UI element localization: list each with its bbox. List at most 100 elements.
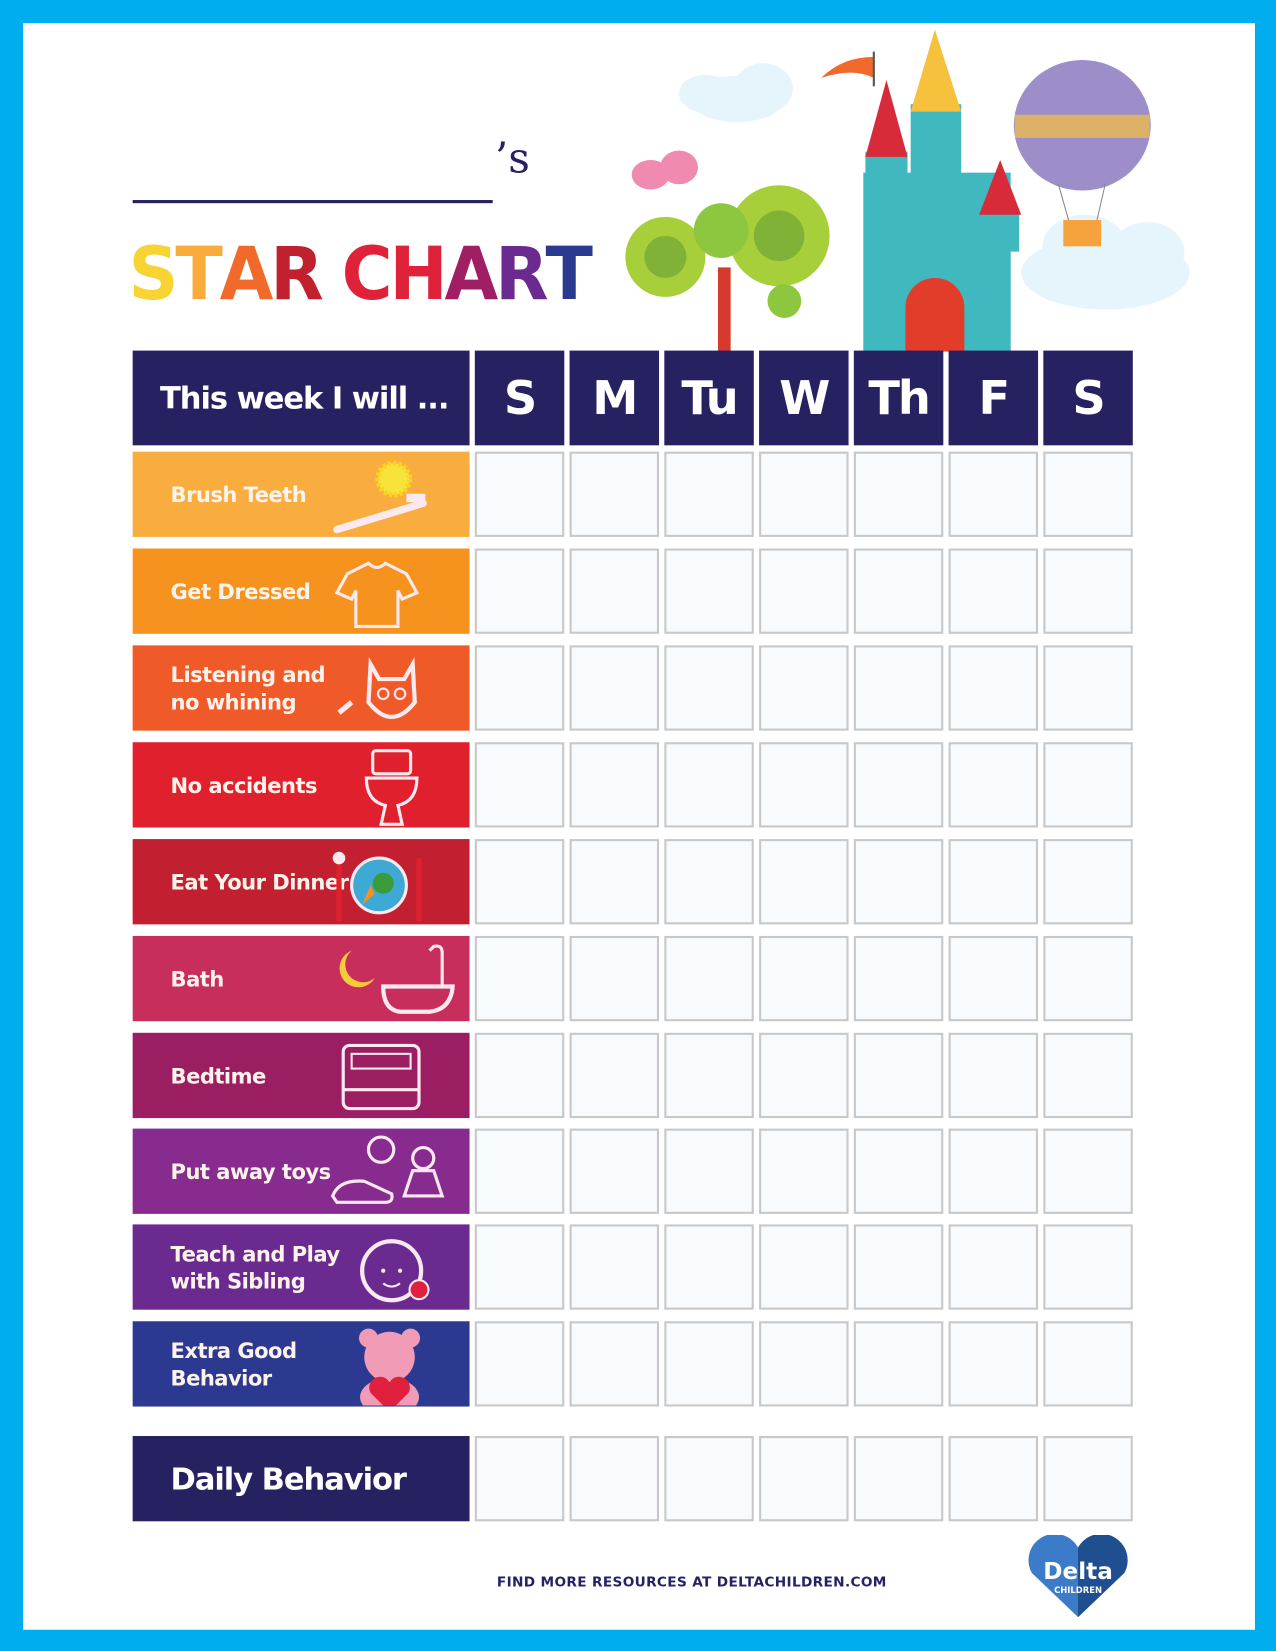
sticker-cell[interactable]: [1043, 1224, 1133, 1310]
sticker-cell[interactable]: [1043, 1321, 1133, 1407]
daily-behavior-cell[interactable]: [1043, 1436, 1133, 1522]
sticker-cell[interactable]: [948, 1128, 1039, 1214]
daily-behavior-cell[interactable]: [474, 1436, 565, 1522]
task-label: Listening and no whining: [170, 661, 326, 715]
day-header: S: [474, 350, 565, 446]
sticker-cell[interactable]: [948, 742, 1039, 828]
tree: [625, 185, 830, 352]
sticker-cell[interactable]: [569, 839, 660, 925]
sticker-cell[interactable]: [569, 548, 660, 634]
sticker-cell[interactable]: [664, 451, 754, 537]
footer-resources-link[interactable]: FIND MORE RESOURCES AT DELTACHILDREN.COM: [496, 1574, 887, 1591]
sticker-cell[interactable]: [474, 839, 565, 925]
sticker-cell[interactable]: [474, 742, 565, 828]
cloud-left: [679, 63, 793, 123]
sticker-cell[interactable]: [948, 935, 1039, 1022]
task-label: Brush Teeth: [170, 481, 307, 507]
task-label-row: No accidents: [132, 742, 470, 828]
sticker-cell[interactable]: [948, 1224, 1039, 1310]
sticker-cell[interactable]: [474, 548, 565, 634]
page-title: STAR CHART: [128, 231, 592, 317]
sticker-cell[interactable]: [759, 1032, 849, 1119]
hot-air-balloon: [1013, 60, 1151, 247]
sticker-cell[interactable]: [1043, 742, 1133, 828]
sticker-cell[interactable]: [853, 1321, 944, 1407]
sticker-cell[interactable]: [853, 935, 944, 1022]
sticker-cell[interactable]: [759, 548, 849, 634]
sticker-cell[interactable]: [569, 1128, 660, 1214]
sticker-cell[interactable]: [569, 935, 660, 1022]
sticker-cell[interactable]: [664, 935, 754, 1022]
sticker-cell[interactable]: [664, 839, 754, 925]
task-label: Eat Your Dinner: [170, 869, 349, 895]
sticker-cell[interactable]: [759, 742, 849, 828]
sticker-cell[interactable]: [759, 839, 849, 925]
sticker-cell[interactable]: [569, 1321, 660, 1407]
sticker-cell[interactable]: [474, 1128, 565, 1214]
sticker-cell[interactable]: [1043, 839, 1133, 925]
task-label-row: Teach and Play with Sibling: [132, 1224, 470, 1310]
sticker-cell[interactable]: [759, 1321, 849, 1407]
sticker-cell[interactable]: [664, 742, 754, 828]
sticker-cell[interactable]: [1043, 548, 1133, 634]
sticker-cell[interactable]: [853, 1032, 944, 1119]
sticker-cell[interactable]: [569, 1032, 660, 1119]
logo-subtext: CHILDREN: [1054, 1585, 1102, 1595]
sticker-cell[interactable]: [853, 451, 944, 537]
sticker-cell[interactable]: [948, 839, 1039, 925]
sticker-cell[interactable]: [759, 1224, 849, 1310]
daily-behavior-cell[interactable]: [569, 1436, 660, 1522]
sticker-cell[interactable]: [664, 1321, 754, 1407]
moon-bathtub-icon: [339, 944, 455, 1014]
name-blank-line[interactable]: [132, 200, 493, 204]
sticker-cell[interactable]: [1043, 645, 1133, 731]
sticker-cell[interactable]: [853, 742, 944, 828]
sun-toothbrush-icon: [333, 460, 427, 534]
sticker-cell[interactable]: [948, 1032, 1039, 1119]
sticker-cell[interactable]: [853, 1128, 944, 1214]
task-label-row: Get Dressed: [132, 548, 470, 634]
sticker-cell[interactable]: [569, 645, 660, 731]
butterfly-icon: [631, 150, 699, 190]
toys-icon: [330, 1135, 445, 1204]
sticker-cell[interactable]: [664, 645, 754, 731]
daily-behavior-cell[interactable]: [759, 1436, 849, 1522]
sticker-cell[interactable]: [853, 548, 944, 634]
sticker-cell[interactable]: [1043, 1032, 1133, 1119]
daily-behavior-cell[interactable]: [664, 1436, 754, 1522]
sticker-cell[interactable]: [1043, 451, 1133, 537]
sticker-cell[interactable]: [759, 935, 849, 1022]
sticker-cell[interactable]: [664, 1032, 754, 1119]
sticker-cell[interactable]: [853, 839, 944, 925]
sticker-cell[interactable]: [948, 548, 1039, 634]
teddy-bear-icon: [359, 1328, 421, 1406]
sticker-cell[interactable]: [664, 1224, 754, 1310]
sticker-cell[interactable]: [853, 1224, 944, 1310]
sticker-cell[interactable]: [474, 1224, 565, 1310]
sticker-cell[interactable]: [759, 1128, 849, 1214]
daily-behavior-cell[interactable]: [948, 1436, 1039, 1522]
sticker-cell[interactable]: [569, 1224, 660, 1310]
daily-behavior-cell[interactable]: [853, 1436, 944, 1522]
sticker-cell[interactable]: [948, 1321, 1039, 1407]
sticker-cell[interactable]: [664, 548, 754, 634]
sticker-cell[interactable]: [474, 1032, 565, 1119]
sticker-cell[interactable]: [853, 645, 944, 731]
sticker-cell[interactable]: [1043, 1128, 1133, 1214]
task-label: Bedtime: [170, 1062, 267, 1089]
sticker-cell[interactable]: [948, 645, 1039, 731]
sticker-cell[interactable]: [474, 451, 565, 537]
sticker-cell[interactable]: [474, 645, 565, 731]
title-letter: S: [128, 231, 178, 317]
sticker-cell[interactable]: [569, 451, 660, 537]
daily-behavior-label: Daily Behavior: [132, 1436, 470, 1522]
sticker-cell[interactable]: [474, 935, 565, 1022]
sticker-cell[interactable]: [664, 1128, 754, 1214]
sticker-cell[interactable]: [759, 645, 849, 731]
task-label-row: Extra Good Behavior: [132, 1321, 470, 1407]
sticker-cell[interactable]: [759, 451, 849, 537]
sticker-cell[interactable]: [569, 742, 660, 828]
sticker-cell[interactable]: [474, 1321, 565, 1407]
sticker-cell[interactable]: [948, 451, 1039, 537]
sticker-cell[interactable]: [1043, 935, 1133, 1022]
